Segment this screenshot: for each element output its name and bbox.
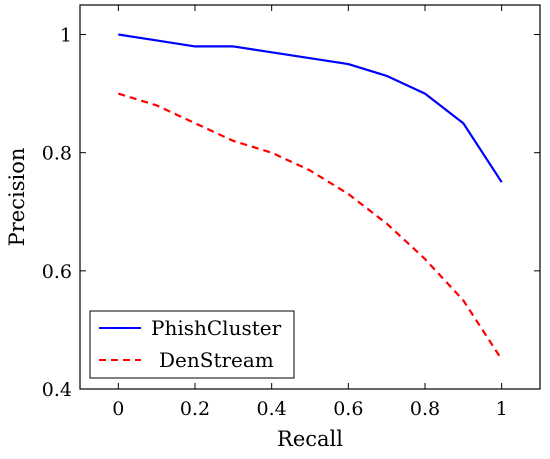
y-tick-label: 0.6 [42, 261, 72, 283]
x-tick-label: 0.4 [257, 398, 287, 420]
y-tick-label: 0.4 [42, 379, 72, 401]
y-tick-label: 0.8 [42, 143, 72, 165]
x-axis-label: Recall [277, 427, 343, 451]
legend: PhishCluster DenStream [89, 310, 295, 379]
legend-label-phishcluster: PhishCluster [151, 316, 282, 340]
y-axis-ticks: 0.4 0.6 0.8 1 [42, 25, 540, 401]
y-tick-label: 1 [60, 25, 72, 47]
x-tick-label: 0.2 [180, 398, 210, 420]
x-tick-label: 1 [496, 398, 508, 420]
legend-box [89, 310, 295, 379]
x-axis-ticks: 0 0.2 0.4 0.6 0.8 1 [112, 5, 508, 420]
series-layer [117, 33, 503, 361]
plot-frame [79, 4, 541, 390]
legend-label-denstream: DenStream [159, 348, 274, 372]
y-axis-label: Precision [5, 148, 29, 247]
x-tick-label: 0.8 [410, 398, 440, 420]
series-line-denstream [117, 92, 503, 361]
x-tick-label: 0.6 [333, 398, 363, 420]
series-line-phishcluster [118, 33, 503, 183]
x-tick-label: 0 [112, 398, 124, 420]
